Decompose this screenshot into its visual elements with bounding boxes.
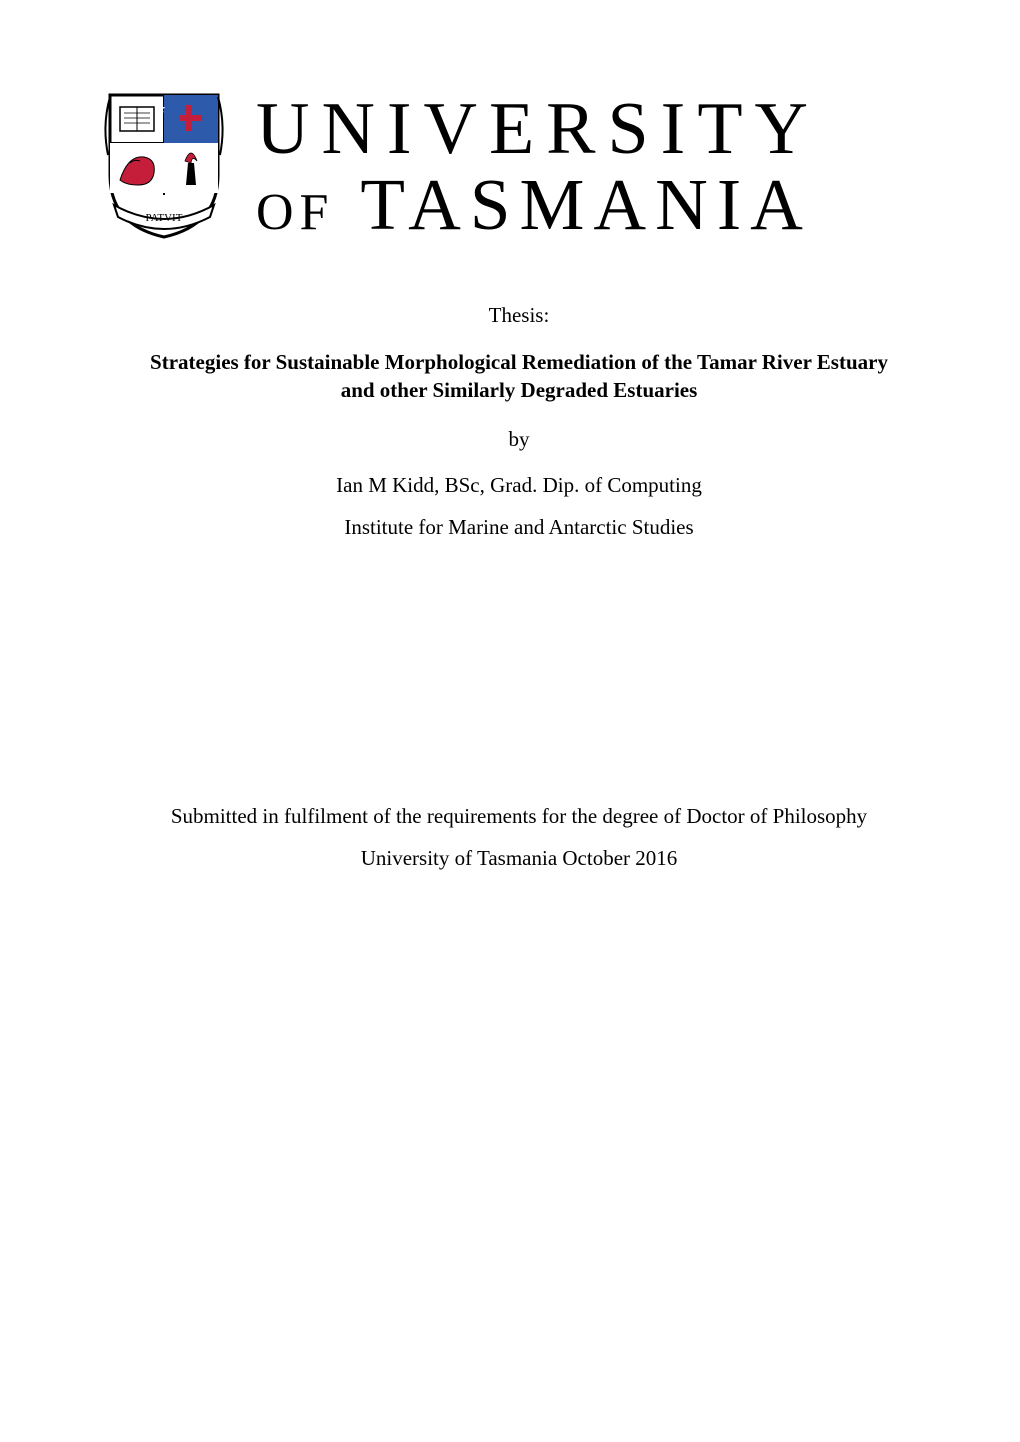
wordmark-line-2: OF TASMANIA <box>256 168 918 241</box>
wordmark-line-1: UNIVERSITY <box>256 92 918 166</box>
university-logo-header: PATVIT UNIVERSITY OF TASMANIA <box>100 84 918 241</box>
institute-line: Institute for Marine and Antarctic Studi… <box>120 513 918 541</box>
author-line: Ian M Kidd, BSc, Grad. Dip. of Computing <box>120 471 918 499</box>
submitted-line: Submitted in fulfilment of the requireme… <box>120 802 918 830</box>
by-label: by <box>120 425 918 453</box>
university-wordmark: UNIVERSITY OF TASMANIA <box>256 84 918 241</box>
crest-motto-text: PATVIT <box>146 212 183 224</box>
university-crest-icon: PATVIT <box>100 85 228 241</box>
wordmark-of: OF <box>256 184 334 241</box>
thesis-label: Thesis: <box>120 301 918 329</box>
submission-block: Submitted in fulfilment of the requireme… <box>120 802 918 873</box>
wordmark-tasmania: TASMANIA <box>360 164 811 245</box>
thesis-title: Strategies for Sustainable Morphological… <box>132 349 906 404</box>
date-line: University of Tasmania October 2016 <box>120 844 918 872</box>
